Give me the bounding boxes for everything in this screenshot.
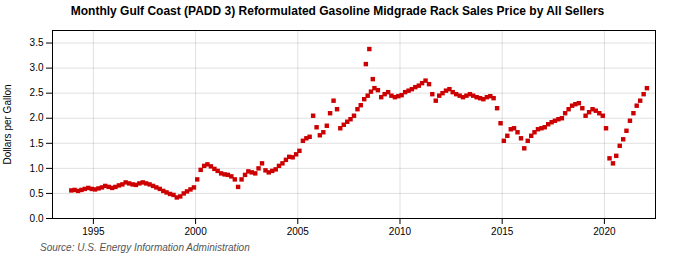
svg-text:2.0: 2.0 bbox=[30, 112, 44, 123]
html-text:Monthly Gulf Coast (PADD 3) Re: Monthly Gulf Coast (PADD 3) Reformulated… bbox=[70, 4, 605, 18]
svg-text:3.0: 3.0 bbox=[30, 62, 44, 73]
svg-text:3.5: 3.5 bbox=[30, 37, 44, 48]
html-text:Source: U.S. Energy Informatio: Source: U.S. Energy Information Administ… bbox=[40, 242, 250, 253]
svg-text:1.5: 1.5 bbox=[30, 138, 44, 149]
svg-text:Dollars per Gallon: Dollars per Gallon bbox=[2, 84, 13, 164]
svg-text:0.0: 0.0 bbox=[30, 213, 44, 224]
svg-text:2015: 2015 bbox=[491, 226, 514, 237]
svg-text:2000: 2000 bbox=[184, 226, 207, 237]
svg-text:1.0: 1.0 bbox=[30, 163, 44, 174]
svg-text:2.5: 2.5 bbox=[30, 87, 44, 98]
svg-text:0.5: 0.5 bbox=[30, 188, 44, 199]
svg-text:2020: 2020 bbox=[593, 226, 616, 237]
svg-text:2005: 2005 bbox=[287, 226, 310, 237]
svg-text:1995: 1995 bbox=[82, 226, 105, 237]
svg-text:2010: 2010 bbox=[389, 226, 412, 237]
